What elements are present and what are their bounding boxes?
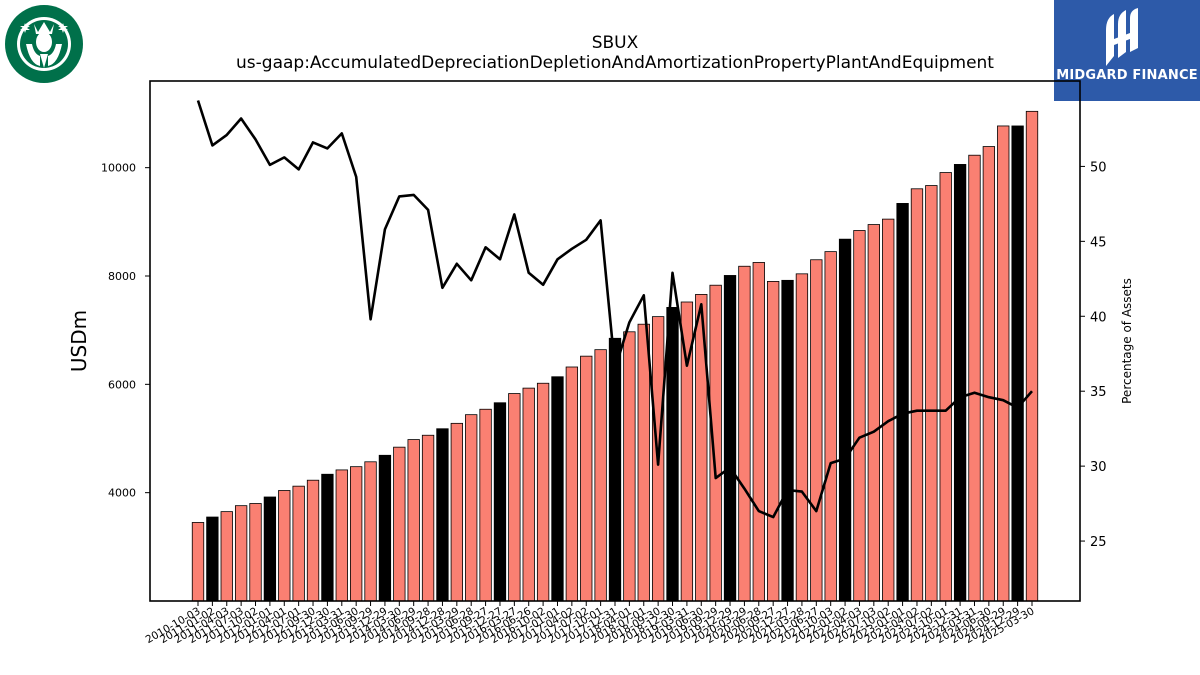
chart-subtitle: us-gaap:AccumulatedDepreciationDepletion… bbox=[236, 53, 994, 73]
bar-2024-12-29 bbox=[1011, 125, 1024, 602]
bar-2013-03-31 bbox=[335, 469, 348, 602]
bar-2021-06-27 bbox=[810, 259, 823, 602]
bar-2017-07-02 bbox=[580, 355, 593, 602]
line-group bbox=[196, 100, 1033, 519]
left-tick-label: 8000 bbox=[108, 270, 136, 283]
bar-2020-03-29 bbox=[738, 265, 751, 602]
right-tick-label: 25 bbox=[1090, 535, 1107, 550]
bar-2012-04-01 bbox=[278, 490, 291, 602]
bar-2018-04-01 bbox=[623, 331, 636, 602]
bar-2023-04-02 bbox=[910, 188, 924, 602]
bar-2019-12-29 bbox=[723, 275, 737, 602]
midgard-finance-logo: MIDGARD FINANCE bbox=[1054, 0, 1200, 101]
bar-2024-03-31 bbox=[968, 154, 981, 602]
bar-2011-04-03 bbox=[220, 511, 233, 602]
bar-2014-06-29 bbox=[407, 439, 420, 602]
bars-group bbox=[191, 110, 1039, 602]
bar-2013-06-30 bbox=[350, 466, 363, 602]
left-tick-label: 6000 bbox=[108, 378, 136, 391]
bar-2016-10-02 bbox=[536, 382, 550, 602]
bar-2014-09-28 bbox=[421, 434, 435, 602]
bar-2021-10-03 bbox=[824, 251, 837, 602]
bar-2012-01-01 bbox=[263, 496, 277, 602]
bar-2023-10-01 bbox=[939, 172, 952, 602]
percentage-line bbox=[196, 100, 1033, 519]
y2-axis-label: Percentage of Assets bbox=[1120, 278, 1134, 404]
bar-2017-10-01 bbox=[594, 349, 607, 602]
bar-2012-09-30 bbox=[306, 479, 320, 602]
bar-2012-12-30 bbox=[321, 473, 334, 602]
right-tick-label: 35 bbox=[1090, 385, 1107, 400]
bar-2023-01-01 bbox=[896, 203, 909, 602]
left-tick-label: 10000 bbox=[101, 162, 136, 175]
bar-2017-04-02 bbox=[565, 366, 579, 602]
bar-2020-09-27 bbox=[767, 281, 780, 602]
right-tick-label: 40 bbox=[1090, 310, 1107, 325]
bar-2018-07-01 bbox=[637, 323, 650, 602]
bar-2013-12-29 bbox=[378, 454, 392, 602]
bar-2012-07-01 bbox=[292, 485, 305, 602]
bar-2020-06-28 bbox=[752, 262, 765, 602]
bar-2013-09-29 bbox=[364, 461, 377, 602]
bar-2014-12-28 bbox=[436, 428, 449, 602]
bar-2011-01-02 bbox=[206, 516, 219, 602]
bar-2015-06-28 bbox=[465, 414, 478, 602]
bar-2014-03-30 bbox=[393, 446, 406, 602]
bar-2015-09-27 bbox=[479, 408, 492, 602]
bar-2021-03-28 bbox=[795, 273, 809, 602]
bar-2016-06-26 bbox=[522, 387, 535, 602]
bar-2016-03-27 bbox=[508, 393, 521, 602]
bar-2024-09-29 bbox=[997, 125, 1010, 602]
right-axis: 25 30 35 40 45 50 bbox=[1080, 160, 1107, 550]
midgard-mark-icon bbox=[1106, 8, 1138, 66]
bar-2022-04-03 bbox=[853, 230, 866, 602]
midgard-finance-text: MIDGARD FINANCE bbox=[1056, 68, 1198, 83]
bar-2017-12-31 bbox=[608, 337, 622, 602]
right-tick-label: 50 bbox=[1090, 160, 1107, 175]
left-tick-label: 4000 bbox=[108, 487, 136, 500]
starbucks-logo bbox=[4, 4, 86, 86]
right-tick-label: 30 bbox=[1090, 460, 1107, 475]
bar-2017-01-01 bbox=[551, 376, 564, 602]
bar-2025-03-30 bbox=[1025, 110, 1039, 602]
bar-2011-10-02 bbox=[249, 503, 262, 602]
chart-title: SBUX bbox=[592, 33, 639, 53]
x-axis: 2010-10-032011-01-022011-04-032011-07-03… bbox=[144, 601, 1037, 646]
left-axis: 4000 6000 8000 10000 bbox=[101, 162, 150, 500]
bar-2015-03-29 bbox=[450, 422, 463, 602]
bar-2024-06-30 bbox=[982, 146, 996, 602]
bar-2015-12-27 bbox=[493, 402, 507, 602]
bar-2010-10-03 bbox=[191, 522, 205, 602]
y-axis-label: USDm bbox=[67, 310, 91, 372]
bar-2022-10-02 bbox=[882, 218, 895, 602]
bar-2023-12-31 bbox=[953, 164, 967, 602]
bar-2020-12-27 bbox=[781, 279, 794, 602]
bar-2023-07-02 bbox=[925, 185, 938, 602]
bar-2018-12-30 bbox=[666, 307, 679, 602]
right-tick-label: 45 bbox=[1090, 235, 1107, 250]
bar-2022-01-02 bbox=[838, 238, 852, 602]
bar-2011-07-03 bbox=[234, 505, 248, 602]
bar-2022-07-03 bbox=[867, 224, 880, 602]
